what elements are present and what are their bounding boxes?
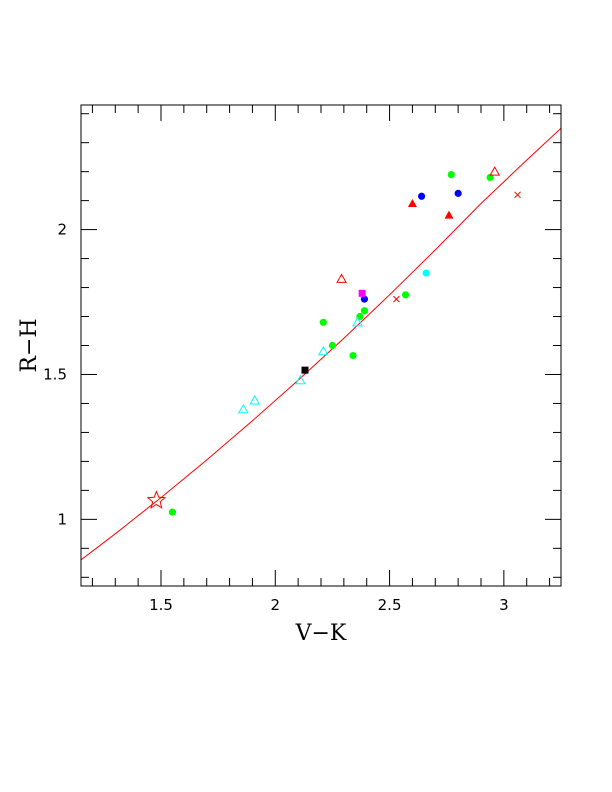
data-point-filled-circle — [447, 170, 455, 179]
data-point-open-triangle — [237, 403, 249, 414]
data-point-cross — [514, 191, 521, 199]
data-point-open-star — [146, 490, 167, 509]
fit-curve — [81, 127, 561, 561]
data-point-filled-circle — [319, 318, 327, 326]
x-tick-label: 2 — [271, 596, 281, 614]
data-point-filled-circle — [349, 352, 357, 360]
tick-labels-layer: 1.5 2 2.5 3 1 1.5 2 — [43, 221, 508, 614]
data-point-open-triangle — [489, 166, 501, 176]
data-point-filled-circle — [422, 269, 430, 277]
data-point-filled-circle — [360, 295, 369, 303]
data-point-open-triangle — [295, 374, 306, 385]
y-tick-label: 2 — [57, 221, 67, 239]
y-axis-title: R−H — [17, 318, 42, 372]
axis-ticks-layer — [81, 105, 561, 586]
y-tick-label: 1.5 — [43, 365, 67, 383]
data-point-filled-circle — [401, 291, 410, 299]
data-point-filled-circle — [454, 189, 462, 197]
data-point-open-triangle — [336, 273, 347, 283]
data-point-filled-circle — [360, 307, 369, 315]
data-point-filled-circle — [417, 192, 426, 200]
data-point-filled-square — [301, 366, 309, 374]
data-point-open-triangle — [352, 316, 363, 327]
x-tick-label: 3 — [499, 596, 509, 614]
data-point-cross — [393, 295, 400, 303]
x-tick-label: 1.5 — [149, 596, 173, 614]
data-point-filled-triangle — [444, 210, 454, 219]
data-point-filled-triangle — [407, 199, 417, 208]
x-axis-title: V−K — [295, 621, 347, 646]
cross-stroke — [514, 191, 521, 199]
y-tick-label: 1 — [57, 510, 67, 528]
data-point-filled-circle — [168, 508, 177, 516]
data-point-filled-square — [358, 289, 366, 297]
x-tick-label: 2.5 — [378, 596, 402, 614]
data-point-open-triangle — [249, 395, 261, 405]
data-point-open-triangle — [317, 345, 329, 356]
cross-stroke — [393, 295, 400, 303]
fit-curve-layer — [81, 127, 561, 561]
data-point-filled-circle — [328, 341, 337, 350]
data-points-layer — [146, 166, 521, 516]
